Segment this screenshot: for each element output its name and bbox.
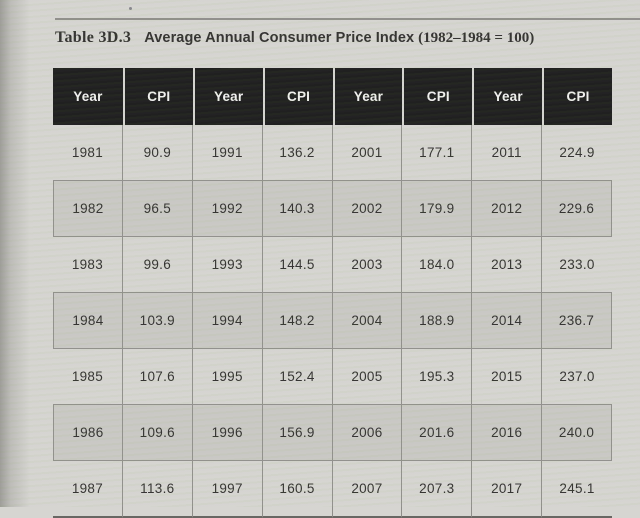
year-cell: 1984 xyxy=(53,293,123,349)
table-row: 1982 96.5 1992 140.3 2002 179.9 2012 229.6 xyxy=(53,181,612,237)
table-row: 1987 113.6 1997 160.5 2007 207.3 2017 245.1 xyxy=(53,461,612,518)
cpi-cell: 233.0 xyxy=(542,237,612,293)
cpi-cell: 236.7 xyxy=(542,293,612,349)
cpi-cell: 184.0 xyxy=(402,237,473,293)
header-cell-cpi: CPI xyxy=(122,68,193,125)
year-cell: 2005 xyxy=(332,349,403,405)
cpi-cell: 90.9 xyxy=(122,125,193,181)
cpi-cell: 245.1 xyxy=(542,461,612,518)
year-cell: 2002 xyxy=(332,181,403,237)
table-title: Table 3D.3 Average Annual Consumer Price … xyxy=(55,29,534,47)
header-row: Year CPI Year CPI Year CPI Year CPI xyxy=(53,68,612,125)
cpi-cell: 103.9 xyxy=(122,293,193,349)
table-row: 1985 107.6 1995 152.4 2005 195.3 2015 237.0 xyxy=(53,349,612,405)
year-cell: 2011 xyxy=(472,125,543,181)
year-cell: 2007 xyxy=(332,461,403,518)
year-cell: 1986 xyxy=(53,405,123,461)
page-edge-shadow xyxy=(0,0,30,507)
cpi-cell: 240.0 xyxy=(542,405,612,461)
cpi-cell: 195.3 xyxy=(402,349,473,405)
year-cell: 1992 xyxy=(192,181,263,237)
year-cell: 2003 xyxy=(332,237,403,293)
cpi-table: Year CPI Year CPI Year CPI Year CPI 1981 90.9 199… xyxy=(53,68,612,518)
cpi-cell: 148.2 xyxy=(262,293,333,349)
year-cell: 1983 xyxy=(53,237,123,293)
cpi-cell: 136.2 xyxy=(262,125,333,181)
cpi-cell: 99.6 xyxy=(122,237,193,293)
cpi-cell: 144.5 xyxy=(262,237,333,293)
cpi-cell: 156.9 xyxy=(262,405,333,461)
cpi-cell: 237.0 xyxy=(542,349,612,405)
header-cell-cpi: CPI xyxy=(262,68,333,125)
header-cell-cpi: CPI xyxy=(542,68,612,125)
year-cell: 2001 xyxy=(332,125,403,181)
year-cell: 2013 xyxy=(472,237,543,293)
year-cell: 1994 xyxy=(192,293,263,349)
cpi-cell: 188.9 xyxy=(402,293,473,349)
cpi-cell: 224.9 xyxy=(542,125,612,181)
year-cell: 1993 xyxy=(192,237,263,293)
table-row: 1986 109.6 1996 156.9 2006 201.6 2016 240.0 xyxy=(53,405,612,461)
year-cell: 1987 xyxy=(53,461,123,518)
header-cell-year: Year xyxy=(192,68,263,125)
year-cell: 1981 xyxy=(53,125,123,181)
table-caption: Average Annual Consumer Price Index xyxy=(144,30,415,46)
cpi-cell: 229.6 xyxy=(542,181,612,237)
top-rule xyxy=(55,18,640,20)
cpi-cell: 201.6 xyxy=(402,405,473,461)
cpi-table-header: Year CPI Year CPI Year CPI Year CPI xyxy=(53,68,612,125)
table-row: 1981 90.9 1991 136.2 2001 177.1 2011 224.9 xyxy=(53,125,612,181)
year-cell: 1991 xyxy=(192,125,263,181)
year-cell: 2017 xyxy=(472,461,543,518)
year-cell: 2016 xyxy=(472,405,543,461)
year-cell: 2014 xyxy=(472,293,543,349)
year-cell: 2004 xyxy=(332,293,403,349)
cpi-table-body: 1981 90.9 1991 136.2 2001 177.1 2011 224.9 1982 9… xyxy=(53,125,612,518)
year-cell: 1996 xyxy=(192,405,263,461)
header-cell-year: Year xyxy=(53,68,123,125)
table-row: 1984 103.9 1994 148.2 2004 188.9 2014 236.7 xyxy=(53,293,612,349)
year-cell: 2015 xyxy=(472,349,543,405)
year-cell: 1982 xyxy=(53,181,123,237)
year-cell: 1985 xyxy=(53,349,123,405)
cpi-cell: 96.5 xyxy=(122,181,193,237)
year-cell: 2006 xyxy=(332,405,403,461)
year-cell: 1997 xyxy=(192,461,263,518)
scan-speck xyxy=(129,7,132,10)
cpi-cell: 179.9 xyxy=(402,181,473,237)
cpi-cell: 107.6 xyxy=(122,349,193,405)
cpi-cell: 177.1 xyxy=(402,125,473,181)
cpi-cell: 152.4 xyxy=(262,349,333,405)
table-row: 1983 99.6 1993 144.5 2003 184.0 2013 233.0 xyxy=(53,237,612,293)
table-number: Table 3D.3 xyxy=(55,29,132,46)
cpi-cell: 109.6 xyxy=(122,405,193,461)
header-cell-cpi: CPI xyxy=(402,68,473,125)
cpi-cell: 113.6 xyxy=(122,461,193,518)
header-cell-year: Year xyxy=(472,68,543,125)
year-cell: 2012 xyxy=(472,181,543,237)
year-cell: 1995 xyxy=(192,349,263,405)
cpi-cell: 160.5 xyxy=(262,461,333,518)
header-cell-year: Year xyxy=(332,68,403,125)
cpi-cell: 140.3 xyxy=(262,181,333,237)
table-caption-note: (1982–1984 = 100) xyxy=(418,30,535,46)
cpi-cell: 207.3 xyxy=(402,461,473,518)
